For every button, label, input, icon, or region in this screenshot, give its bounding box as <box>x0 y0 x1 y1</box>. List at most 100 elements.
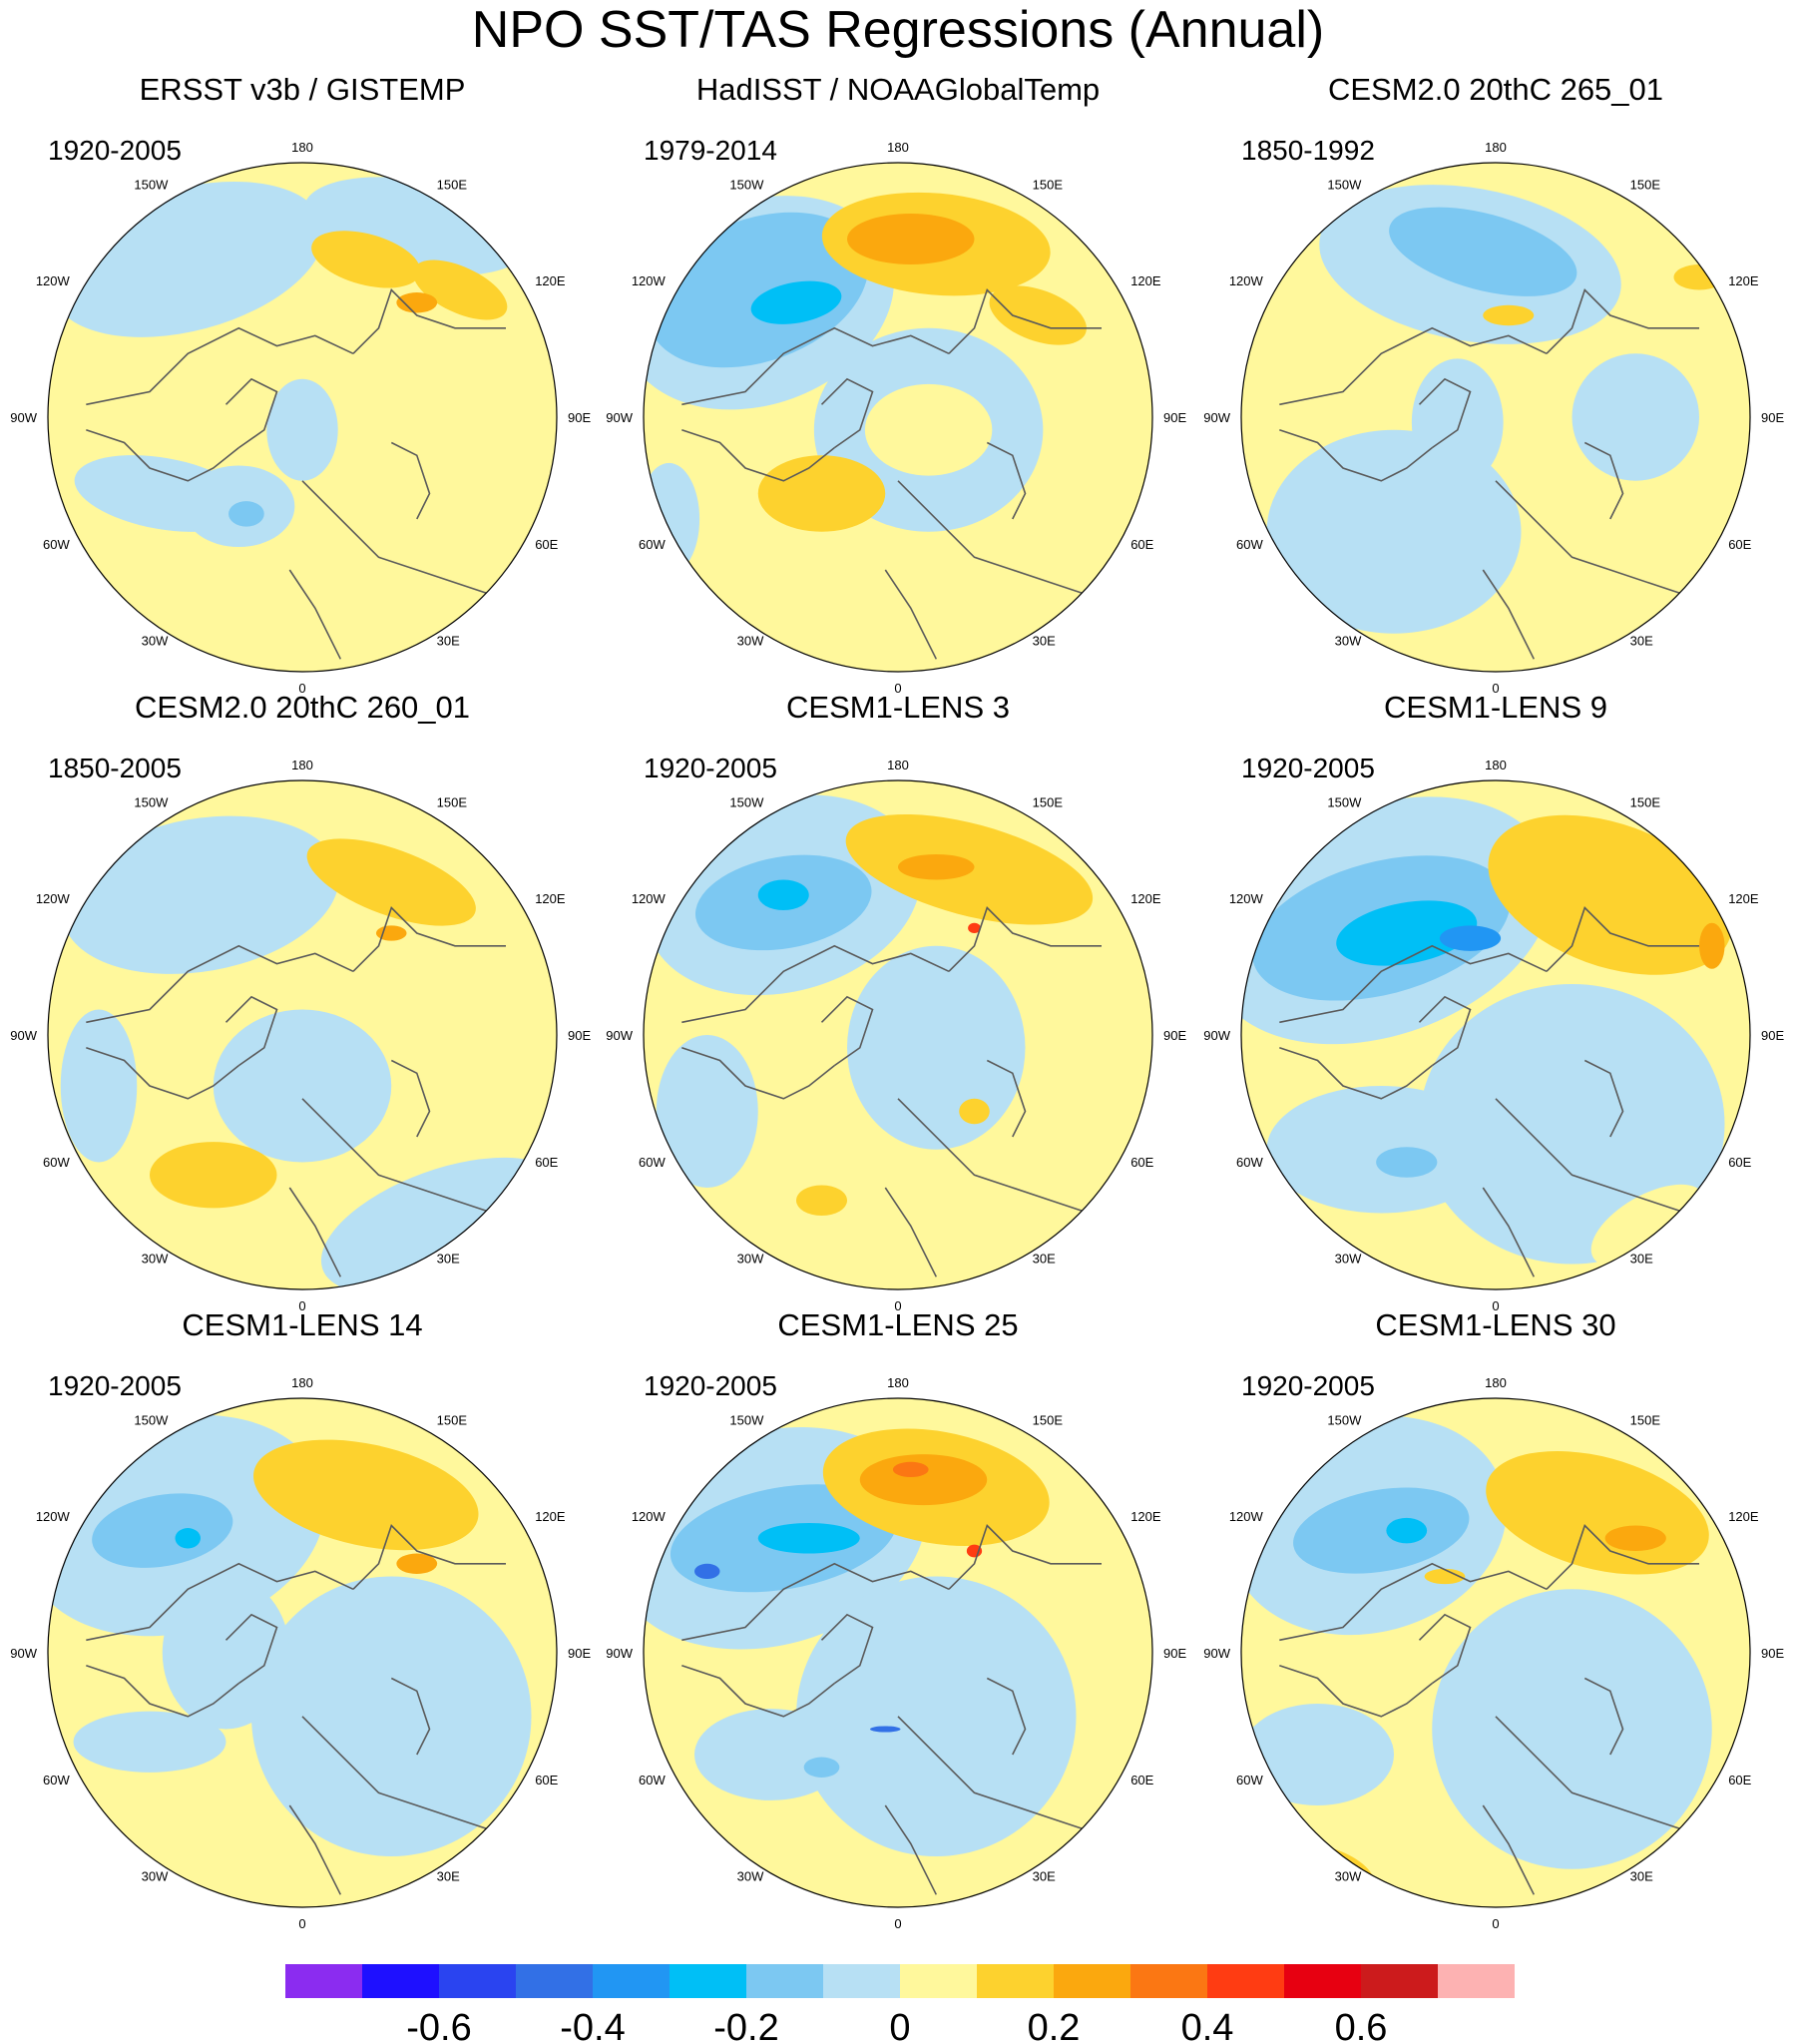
longitude-label: 60W <box>43 537 70 552</box>
longitude-label: 60W <box>1236 537 1263 552</box>
coastline <box>681 1562 950 1642</box>
coastline <box>301 1716 494 1832</box>
anomaly-contour <box>396 292 438 313</box>
panel-period: 1850-2005 <box>48 753 182 783</box>
longitude-label: 90E <box>1761 410 1784 425</box>
longitude-label: 150W <box>1327 1412 1362 1427</box>
longitude-label: 150W <box>134 794 169 809</box>
anomaly-contour <box>796 1185 847 1217</box>
map-panel: HadISST / NOAAGlobalTemp 1979-2014 180 150E… <box>606 72 1186 696</box>
coastline <box>1279 1562 1548 1642</box>
coastline <box>390 1059 431 1138</box>
map-panel: CESM1-LENS 9 1920-2005 180 150E 120E 90E 60E 30… <box>1203 690 1784 1313</box>
coastline <box>352 288 506 354</box>
longitude-label: 90E <box>568 1028 591 1043</box>
longitude-label: 90E <box>1761 1646 1784 1661</box>
anomaly-contour <box>1411 358 1504 486</box>
longitude-label: 180 <box>291 758 313 772</box>
anomaly-contour <box>1241 1704 1394 1805</box>
anomaly-contour <box>396 1553 438 1574</box>
anomaly-contour <box>1336 900 1478 966</box>
longitude-label: 60W <box>639 537 666 552</box>
coastline <box>352 1524 506 1590</box>
coastline <box>1482 1804 1536 1895</box>
panel-period: 1920-2005 <box>48 1370 182 1401</box>
anomaly-contour <box>60 1009 138 1163</box>
colorbar-swatch <box>439 1964 516 1998</box>
colorbar: -0.6 -0.4 -0.2 0 0.2 0.4 0.6 <box>285 1964 1515 2044</box>
colorbar-swatch <box>285 1964 362 1998</box>
map-border <box>47 1397 558 1908</box>
panel-title: CESM1-LENS 9 <box>1384 690 1607 725</box>
longitude-label: 0 <box>1492 1916 1499 1931</box>
longitude-label: 90W <box>606 410 633 425</box>
coastline <box>897 1098 1090 1215</box>
longitude-label: 60E <box>1728 1155 1751 1170</box>
longitude-label: 60W <box>639 1773 666 1788</box>
longitude-label: 0 <box>298 1298 305 1313</box>
colorbar-swatch <box>1361 1964 1438 1998</box>
longitude-label: 30E <box>1033 1252 1056 1267</box>
map-border <box>643 162 1153 673</box>
coastline <box>301 1098 494 1215</box>
longitude-label: 180 <box>1485 1375 1507 1390</box>
panel-title: ERSST v3b / GISTEMP <box>140 72 466 107</box>
longitude-label: 120E <box>1728 891 1759 906</box>
coastline <box>1495 480 1687 597</box>
colorbar-swatch <box>1438 1964 1515 1998</box>
longitude-label: 0 <box>894 1916 901 1931</box>
colorbar-label: -0.6 <box>406 2007 471 2044</box>
anomaly-contour <box>694 1709 847 1800</box>
coastline <box>390 441 431 520</box>
longitude-label: 150W <box>729 177 764 192</box>
longitude-label: 180 <box>1485 758 1507 772</box>
anomaly-contour <box>162 1576 290 1730</box>
longitude-label: 120W <box>1229 891 1264 906</box>
longitude-label: 120E <box>535 891 566 906</box>
panel-period: 1920-2005 <box>1241 1370 1375 1401</box>
longitude-label: 30W <box>1335 1252 1362 1267</box>
longitude-label: 90E <box>568 1646 591 1661</box>
coastline <box>986 1677 1027 1756</box>
anomaly-contour <box>847 214 975 264</box>
longitude-label: 0 <box>1492 1298 1499 1313</box>
longitude-label: 0 <box>298 1916 305 1931</box>
longitude-label: 0 <box>894 681 901 696</box>
coastline <box>1482 569 1536 660</box>
map-border <box>1240 779 1751 1290</box>
longitude-label: 150W <box>1327 794 1362 809</box>
colorbar-swatch <box>746 1964 823 1998</box>
longitude-label: 120W <box>1229 273 1264 288</box>
coastline <box>1418 377 1472 449</box>
longitude-label: 180 <box>887 1375 909 1390</box>
longitude-label: 60E <box>1728 1773 1751 1788</box>
map-border <box>643 779 1153 1290</box>
longitude-label: 90E <box>1163 1646 1186 1661</box>
anomaly-contour <box>1389 207 1577 296</box>
longitude-label: 0 <box>1492 681 1499 696</box>
panel-title: CESM1-LENS 25 <box>777 1307 1018 1342</box>
panel-period: 1920-2005 <box>644 1370 777 1401</box>
longitude-label: 120E <box>535 273 566 288</box>
longitude-label: 30W <box>737 1252 764 1267</box>
longitude-label: 30E <box>437 1869 460 1884</box>
longitude-label: 90E <box>1761 1028 1784 1043</box>
anomaly-contour <box>175 1528 201 1549</box>
map-panel: CESM2.0 20thC 265_01 1850-1992 180 150E 120E… <box>1203 72 1784 696</box>
longitude-label: 30E <box>1630 1869 1653 1884</box>
longitude-label: 60W <box>1236 1155 1263 1170</box>
panel-title: CESM1-LENS 3 <box>786 690 1010 725</box>
anomaly-contour <box>253 1439 479 1551</box>
colorbar-swatch <box>593 1964 670 1998</box>
longitude-label: 60W <box>639 1155 666 1170</box>
anomaly-contour <box>968 922 981 934</box>
coastline <box>1546 288 1699 354</box>
longitude-label: 150E <box>1630 1412 1661 1427</box>
anomaly-contour <box>1604 1525 1666 1551</box>
longitude-label: 120E <box>1130 891 1161 906</box>
colorbar-label: 0 <box>889 2007 910 2044</box>
panel-period: 1920-2005 <box>1241 753 1375 783</box>
map-border <box>47 779 558 1290</box>
coastline <box>1418 1613 1472 1685</box>
